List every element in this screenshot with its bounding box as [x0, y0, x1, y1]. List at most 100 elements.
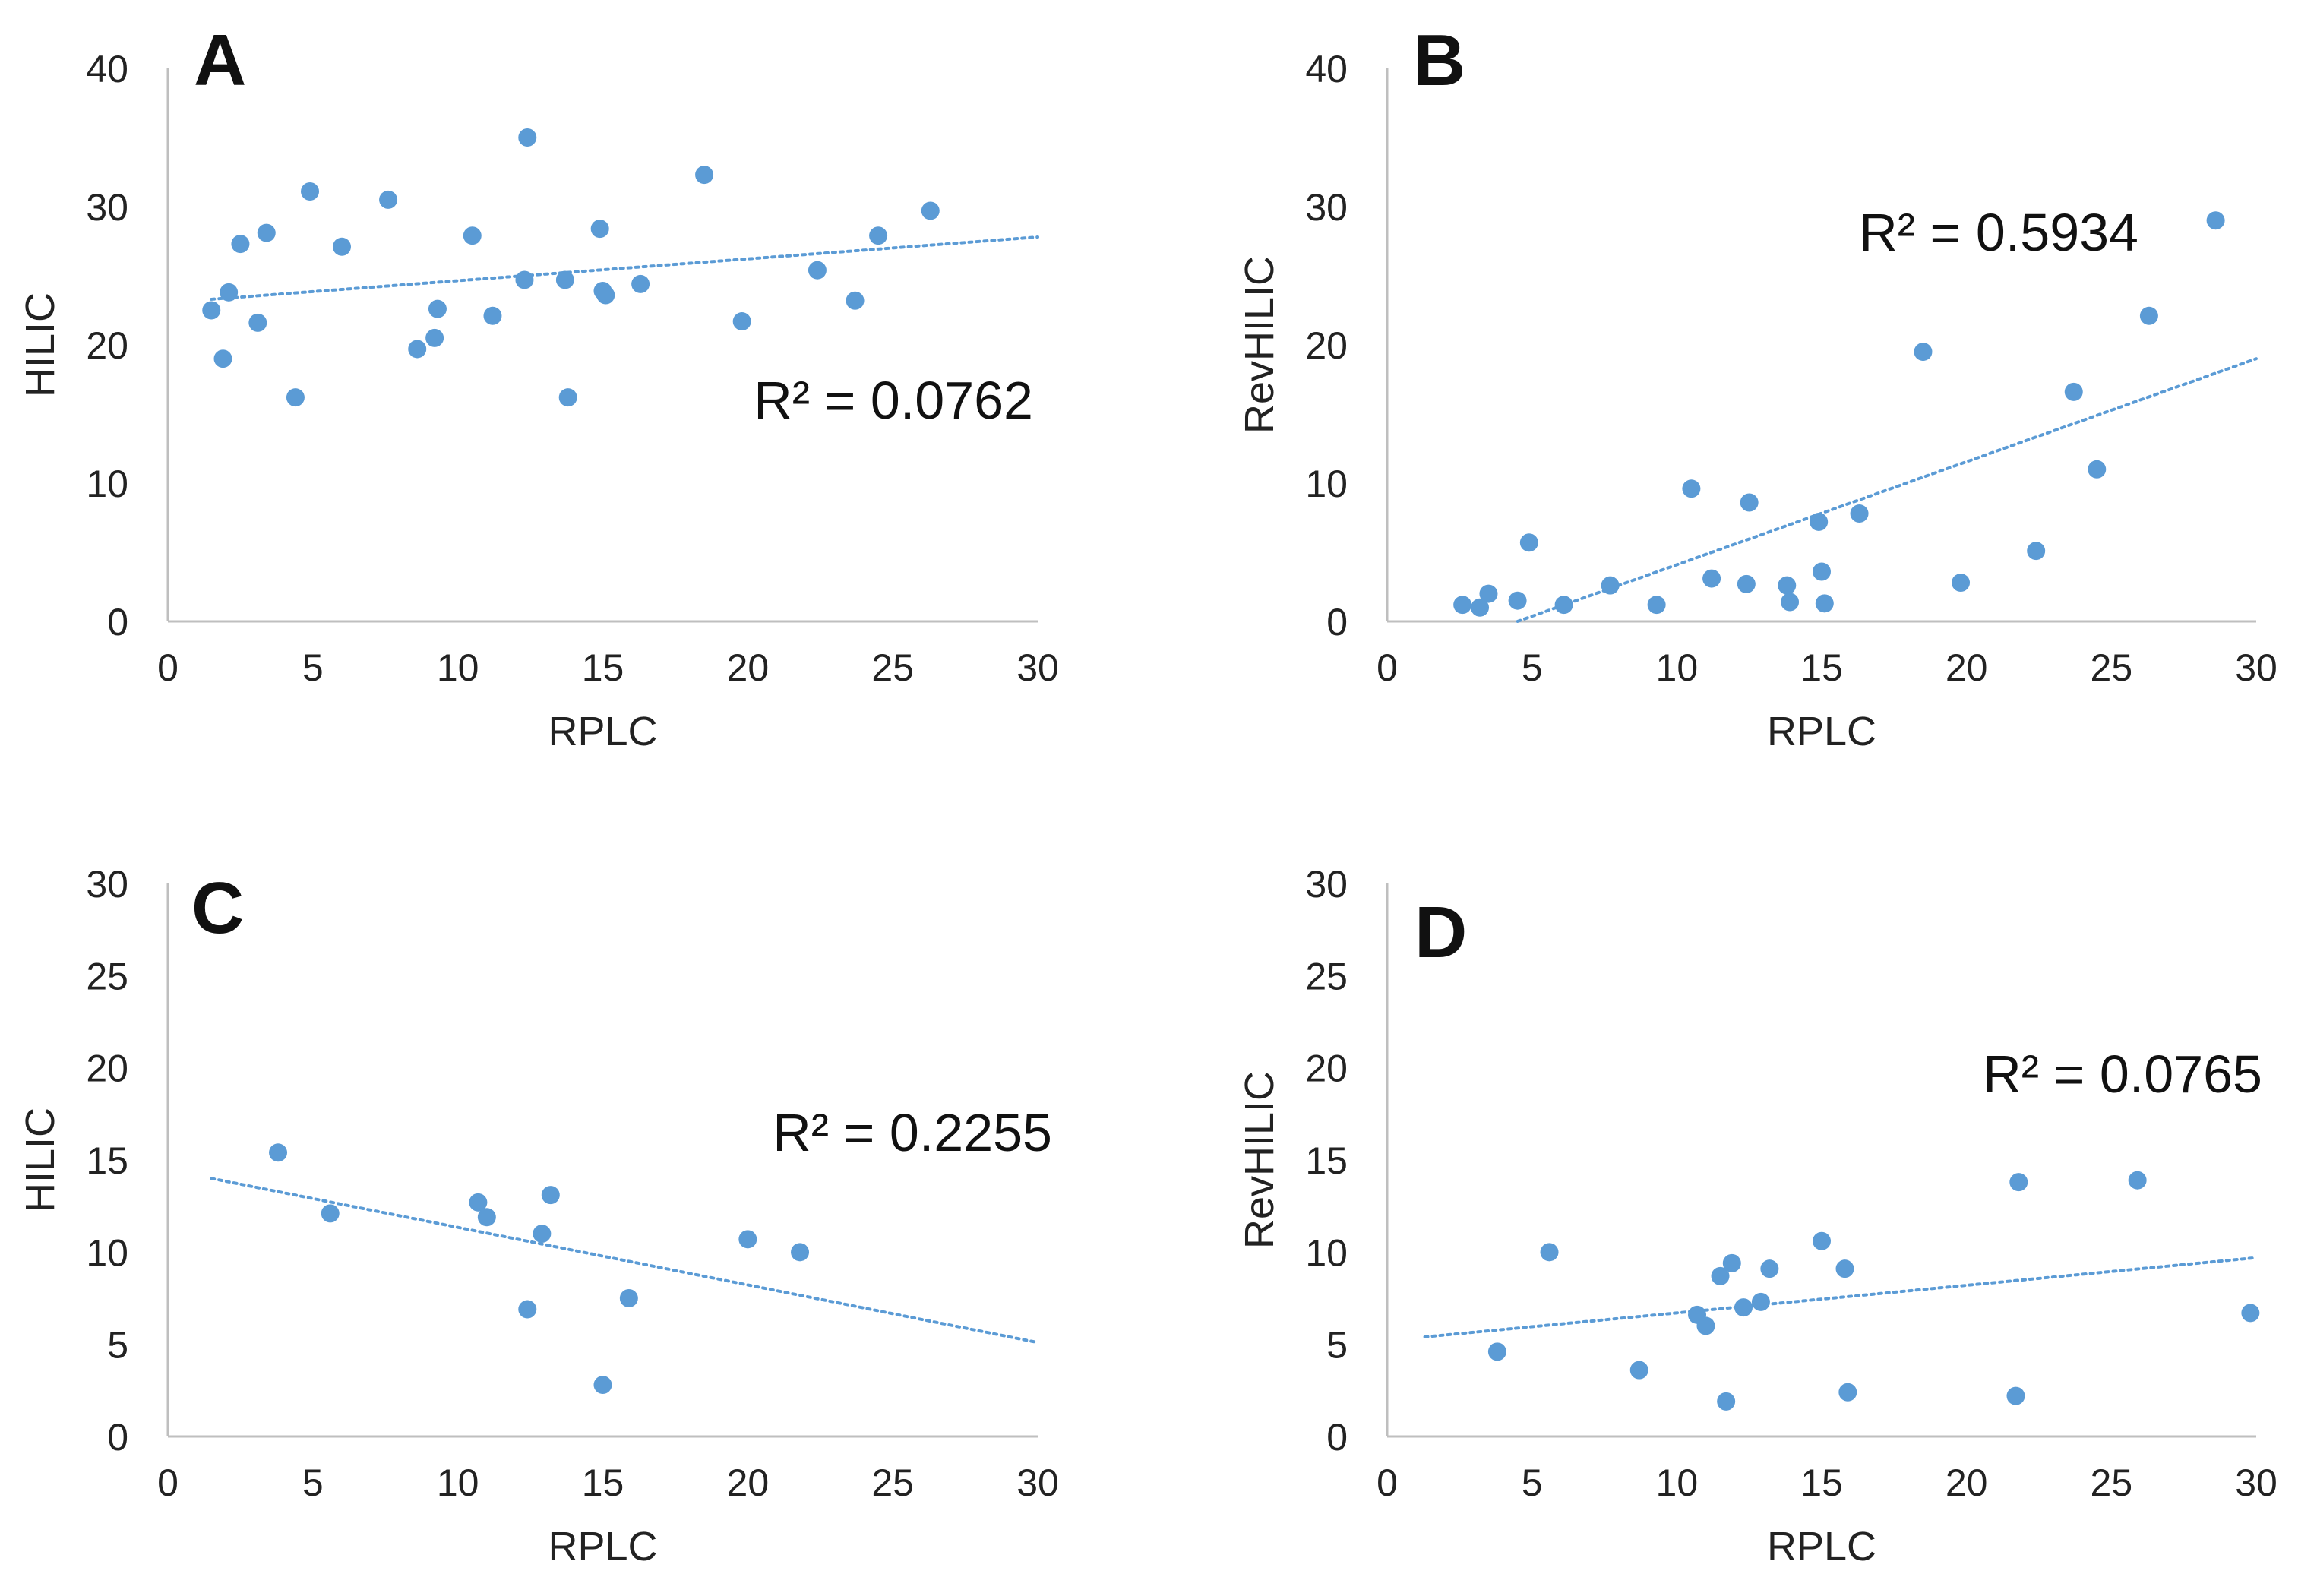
data-point	[596, 286, 615, 305]
x-tick-label: 10	[1656, 646, 1699, 689]
data-point	[1479, 584, 1498, 603]
data-point	[1813, 562, 1831, 581]
data-point	[1850, 504, 1869, 523]
r-squared-label: R² = 0.5934	[1859, 203, 2138, 262]
data-point	[1453, 596, 1472, 615]
data-point	[518, 1300, 537, 1319]
data-point	[425, 328, 444, 347]
chart-panel-b: 0 5 10 15 20 25 30 0 10 20 30 40 RPLC RevHILIC B R² = 0…	[1237, 20, 2277, 754]
trendline	[1423, 1256, 2258, 1338]
data-point	[791, 1243, 810, 1262]
data-point	[257, 223, 276, 242]
data-point	[869, 226, 888, 245]
data-point	[469, 1193, 488, 1212]
data-point	[1554, 596, 1573, 615]
y-tick-label: 0	[1326, 601, 1348, 643]
data-point	[1740, 493, 1759, 512]
data-point	[1696, 1316, 1715, 1335]
y-tick-label: 10	[86, 463, 128, 505]
r-squared-label: R² = 0.2255	[773, 1103, 1052, 1162]
data-point	[248, 313, 267, 332]
y-axis-title: HILIC	[17, 292, 63, 397]
x-tick-label: 5	[302, 646, 324, 689]
x-tick-label: 20	[1946, 1462, 1988, 1504]
x-tick-label: 30	[1016, 1462, 1059, 1504]
data-point	[428, 299, 447, 318]
x-tick-label: 0	[157, 1462, 179, 1504]
x-tick-label: 30	[2235, 1462, 2277, 1504]
data-point	[1601, 576, 1620, 595]
trendline	[1516, 357, 2258, 623]
data-point	[1722, 1253, 1741, 1272]
y-tick-label: 10	[1305, 1231, 1348, 1274]
x-tick-label: 5	[1522, 1462, 1543, 1504]
data-point	[1751, 1292, 1770, 1311]
data-point	[2009, 1173, 2028, 1192]
y-axis-title: RevHILIC	[1237, 1071, 1282, 1249]
data-point	[732, 312, 751, 331]
x-tick-label: 25	[871, 1462, 914, 1504]
data-point	[1835, 1259, 1854, 1278]
data-point	[231, 235, 250, 254]
x-tick-label: 15	[582, 646, 624, 689]
data-point	[2139, 306, 2158, 325]
x-tick-label: 10	[437, 646, 479, 689]
data-point	[2027, 542, 2046, 561]
data-point	[333, 237, 351, 256]
chart-panel-a: 0 5 10 15 20 25 30 0 10 20 30 40 RPLC HILIC A R² = 0.07…	[17, 20, 1059, 754]
y-axis-title: HILIC	[17, 1108, 63, 1212]
data-point	[593, 1376, 612, 1395]
data-point	[1682, 479, 1701, 498]
y-tick-label: 10	[1305, 463, 1348, 505]
y-tick-label: 25	[1305, 955, 1348, 997]
y-tick-label: 15	[86, 1139, 128, 1182]
y-tick-label: 30	[1305, 186, 1348, 229]
chart-panel-d: 0 5 10 15 20 25 30 0 5 10 15 20 25 30 RPLC RevHILIC D R² …	[1237, 863, 2277, 1569]
data-point	[1519, 533, 1538, 552]
data-point	[321, 1204, 340, 1223]
x-tick-label: 15	[582, 1462, 624, 1504]
data-point	[631, 274, 650, 293]
data-point	[921, 201, 940, 220]
x-tick-label: 15	[1800, 1462, 1843, 1504]
data-point	[1781, 593, 1800, 612]
data-point	[1487, 1342, 1506, 1361]
data-point	[1778, 576, 1797, 595]
data-point	[2064, 382, 2083, 401]
data-point	[2006, 1386, 2025, 1405]
x-tick-label: 5	[302, 1462, 324, 1504]
data-point	[463, 226, 482, 245]
data-point	[408, 340, 427, 359]
panel-label: C	[191, 868, 244, 949]
data-point	[1508, 591, 1527, 610]
x-tick-label: 20	[727, 1462, 770, 1504]
data-point	[2206, 211, 2225, 230]
data-point	[555, 270, 574, 289]
data-point	[695, 166, 714, 185]
x-tick-label: 0	[157, 646, 179, 689]
data-point	[518, 128, 537, 147]
x-tick-label: 25	[2091, 1462, 2133, 1504]
data-point	[1711, 1266, 1730, 1285]
data-point	[1717, 1392, 1736, 1411]
chart-panel-c: 0 5 10 15 20 25 30 0 5 10 15 20 25 30 RPLC HILIC C R² = 0…	[17, 863, 1059, 1569]
data-point	[477, 1208, 496, 1227]
x-axis-title: RPLC	[1767, 709, 1876, 754]
data-point	[1471, 598, 1490, 617]
data-point	[1629, 1361, 1648, 1380]
data-point	[1737, 574, 1756, 593]
y-tick-label: 5	[107, 1324, 128, 1367]
y-tick-label: 20	[1305, 1048, 1348, 1090]
data-point	[2128, 1171, 2147, 1190]
x-tick-label: 10	[437, 1462, 479, 1504]
y-tick-label: 40	[1305, 48, 1348, 90]
data-point	[1838, 1383, 1857, 1402]
y-tick-label: 0	[107, 1416, 128, 1459]
x-tick-label: 30	[1016, 646, 1059, 689]
data-point	[1815, 594, 1834, 613]
x-tick-label: 20	[1946, 646, 1988, 689]
x-tick-label: 0	[1377, 1462, 1398, 1504]
data-point	[846, 291, 865, 310]
x-tick-label: 25	[2091, 646, 2133, 689]
